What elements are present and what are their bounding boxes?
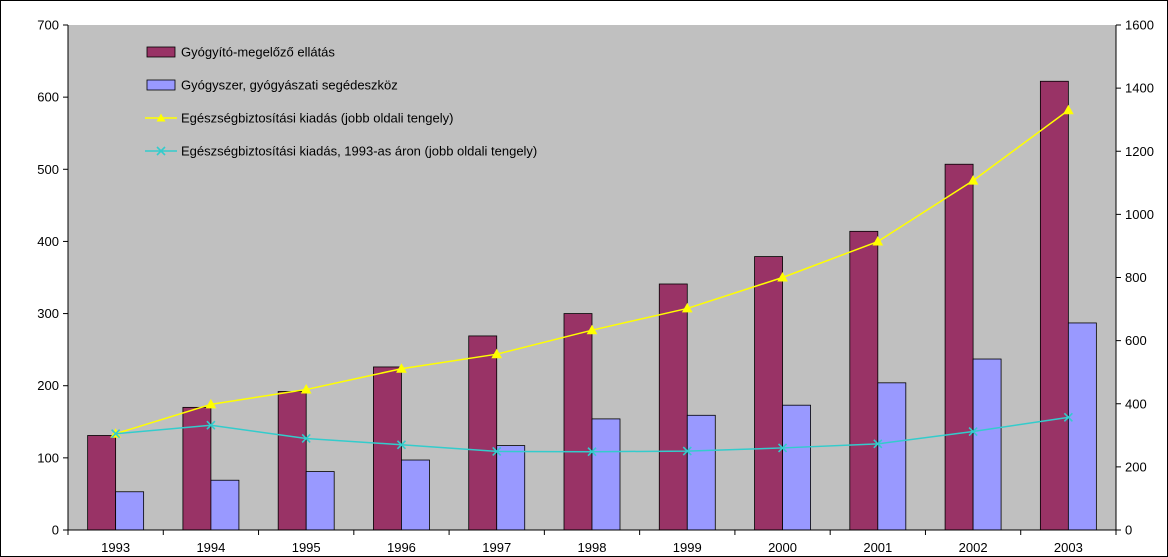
y-left-tick-label: 200	[37, 378, 59, 393]
marker-real-1996	[396, 440, 407, 450]
legend-item-3: Egészségbiztosítási kiadás, 1993-as áron…	[145, 144, 537, 159]
marker-nominal-1996	[396, 363, 407, 373]
marker-nominal-2003	[1063, 104, 1074, 115]
marker-nominal-2001	[872, 235, 884, 246]
legend-marker	[156, 113, 166, 122]
bar-care-1995	[277, 391, 307, 531]
marker-real-2003	[1063, 412, 1073, 422]
y-left-tick-label: 500	[37, 162, 59, 177]
marker-real-1998-b	[587, 447, 597, 457]
x-tick-label: 1996	[387, 540, 416, 555]
bar-drugs-2000	[782, 404, 811, 531]
y-left-tick-label: 700	[37, 18, 59, 33]
bar-drugs-1995	[305, 471, 335, 531]
marker-real-1993	[111, 429, 121, 439]
x-tick-label: 1994	[196, 540, 225, 555]
marker-real-1998	[587, 447, 597, 457]
lines-layer	[110, 104, 1074, 457]
y-right-tick-label: 1200	[1125, 144, 1154, 159]
marker-real-2001-b	[873, 439, 883, 449]
bar-care-2002	[944, 163, 974, 531]
marker-real-1994-b	[206, 420, 216, 430]
marker-real-1995-b	[301, 433, 311, 444]
y-right-tick-label: 1000	[1125, 207, 1154, 222]
y-right-tick-label: 800	[1125, 270, 1147, 285]
x-tick-label: 1995	[292, 540, 321, 555]
x-tick-label: 1997	[482, 540, 511, 555]
marker-nominal-2000	[777, 271, 788, 282]
y-right-tick-label: 0	[1125, 523, 1132, 538]
marker-real-1997	[492, 446, 502, 456]
bar-care-1999	[658, 283, 688, 531]
marker-real-2002	[968, 426, 978, 437]
marker-real-2001	[873, 439, 883, 449]
marker-real-1993-b	[111, 429, 121, 439]
bar-care-2000	[754, 256, 783, 531]
x-tick-label: 2003	[1054, 540, 1083, 555]
legend-label: Egészségbiztosítási kiadás, 1993-as áron…	[181, 144, 537, 159]
y-left-tick-label: 300	[37, 306, 59, 321]
legend-label: Gyógyszer, gyógyászati segédeszköz	[181, 78, 398, 93]
bar-care-1997	[468, 335, 498, 531]
y-right-tick-label: 400	[1125, 396, 1147, 411]
bar-care-2001	[849, 230, 879, 531]
bar-drugs-1998	[591, 418, 621, 531]
y-right-tick-label: 1400	[1125, 81, 1154, 96]
marker-real-2000-b	[777, 443, 788, 453]
bars-layer	[87, 80, 1097, 531]
x-tick-label: 2001	[863, 540, 892, 555]
bar-drugs-1994	[210, 479, 240, 531]
bar-care-1998	[563, 313, 593, 531]
marker-real-1996-b	[396, 440, 407, 450]
legend: Gyógyító-megelőző ellátás Gyógyszer, gyóg…	[145, 45, 537, 159]
marker-real-1994	[206, 420, 216, 430]
marker-real-1997-b	[492, 446, 502, 456]
x-tick-label: 1993	[101, 540, 130, 555]
x-tick-label: 2002	[959, 540, 988, 555]
bar-drugs-1996	[401, 459, 430, 531]
legend-marker-b	[156, 146, 166, 156]
marker-nominal-1995	[300, 384, 312, 394]
y-left-tick-label: 0	[52, 523, 59, 538]
legend-swatch	[146, 79, 176, 91]
marker-real-2002-b	[968, 426, 978, 437]
x-tick-label: 2000	[768, 540, 797, 555]
bar-drugs-2002	[972, 358, 1002, 531]
marker-nominal-1994	[205, 398, 217, 409]
marker-real-1999-b	[682, 446, 692, 456]
y-right-tick-label: 600	[1125, 333, 1147, 348]
y-right-tick-label: 1600	[1125, 18, 1154, 33]
marker-nominal-2002	[967, 175, 979, 185]
axes-layer: 0 100 200 300 400 500 600 700 0 200 400 600 800 1000 1…	[37, 18, 1154, 556]
marker-real-2000	[777, 443, 788, 453]
bar-drugs-1999	[686, 414, 716, 531]
marker-real-2003-b	[1063, 412, 1073, 422]
y-right-tick-label: 200	[1125, 459, 1147, 474]
marker-nominal-1997	[491, 348, 503, 359]
marker-nominal-1998	[586, 324, 598, 335]
bar-drugs-2003	[1067, 322, 1097, 531]
marker-real-1999	[682, 446, 692, 456]
bar-drugs-2001	[877, 382, 907, 531]
bar-drugs-1997	[496, 445, 526, 531]
legend-swatch	[146, 46, 176, 58]
x-tick-label: 1999	[673, 540, 702, 555]
y-left-tick-label: 100	[37, 450, 59, 465]
bar-drugs-1993	[115, 491, 145, 531]
marker-nominal-1999	[681, 302, 693, 313]
bar-care-2003	[1039, 80, 1069, 531]
legend-item-2: Egészségbiztosítási kiadás (jobb oldali …	[145, 111, 453, 126]
legend-label: Gyógyító-megelőző ellátás	[181, 45, 335, 60]
legend-item-0: Gyógyító-megelőző ellátás	[146, 45, 335, 60]
y-left-tick-label: 400	[37, 234, 59, 249]
legend-label: Egészségbiztosítási kiadás (jobb oldali …	[181, 111, 453, 126]
legend-item-1: Gyógyszer, gyógyászati segédeszköz	[146, 78, 398, 93]
marker-real-1995	[301, 433, 311, 444]
x-tick-label: 1998	[578, 540, 607, 555]
bar-care-1993	[87, 435, 117, 531]
y-left-tick-label: 600	[37, 90, 59, 105]
